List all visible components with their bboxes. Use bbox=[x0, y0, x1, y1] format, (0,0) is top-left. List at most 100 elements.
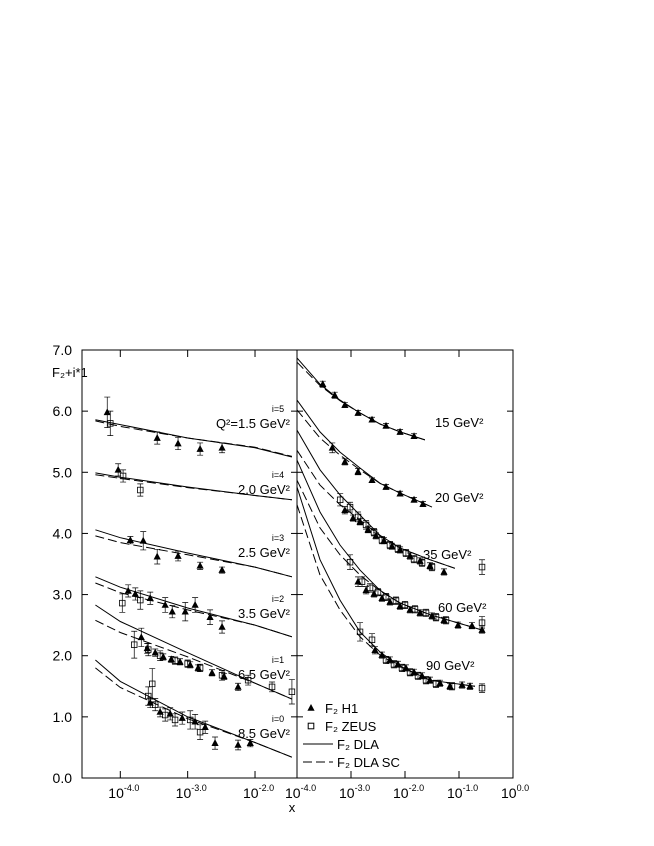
error-bar bbox=[479, 616, 486, 630]
zeus-point bbox=[354, 513, 362, 521]
zeus-point bbox=[149, 680, 156, 688]
x-tick-exponent: -4.0 bbox=[124, 783, 140, 793]
zeus-point bbox=[145, 692, 152, 700]
h1-point bbox=[406, 552, 414, 559]
dla-sc-curve bbox=[296, 361, 483, 687]
curve-index-label: i=4 bbox=[272, 470, 284, 480]
error-bar bbox=[131, 630, 138, 659]
h1-point bbox=[153, 434, 161, 441]
zeus-point bbox=[186, 716, 194, 724]
zeus-point bbox=[131, 641, 138, 648]
x-tick-exponent: -3.0 bbox=[191, 783, 207, 793]
h1-point bbox=[153, 552, 161, 560]
h1-point bbox=[167, 655, 175, 663]
y-tick-label: 0.0 bbox=[53, 770, 73, 786]
h1-point bbox=[168, 607, 176, 615]
y-tick-label: 7.0 bbox=[53, 342, 73, 358]
h1-point bbox=[349, 514, 357, 521]
legend-marker bbox=[307, 722, 315, 730]
plot-frame bbox=[81, 349, 298, 779]
zeus-point bbox=[478, 563, 486, 571]
h1-point bbox=[206, 613, 214, 620]
zeus-point bbox=[119, 599, 126, 607]
h1-point bbox=[341, 506, 349, 513]
h1-point bbox=[436, 679, 444, 687]
legend-marker bbox=[307, 704, 315, 711]
y-tick-label: 6.0 bbox=[53, 403, 73, 419]
x-tick-base: 10 bbox=[393, 785, 409, 801]
h1-point bbox=[378, 594, 386, 602]
h1-point bbox=[368, 476, 376, 484]
error-bar bbox=[197, 724, 204, 740]
zeus-point bbox=[156, 652, 164, 659]
curve-label: 20 GeV² bbox=[435, 490, 484, 505]
h1-point bbox=[234, 682, 242, 690]
y-axis-label: F₂+i*1 bbox=[52, 365, 88, 380]
h1-point bbox=[146, 594, 154, 602]
x-tick-exponent: 0.0 bbox=[517, 783, 530, 793]
curve-index-label: i=5 bbox=[272, 404, 284, 414]
h1-point bbox=[426, 676, 434, 683]
x-tick-exponent: -4.0 bbox=[301, 783, 317, 793]
h1-point bbox=[234, 740, 242, 748]
zeus-point bbox=[401, 601, 409, 609]
curve-label: 6.5 GeV² bbox=[238, 667, 291, 682]
zeus-point bbox=[418, 559, 426, 566]
curve-label: 35 GeV² bbox=[423, 547, 472, 562]
x-tick-label: 100.0 bbox=[501, 783, 529, 801]
h1-point bbox=[331, 391, 339, 399]
zeus-point bbox=[410, 555, 418, 563]
error-bar bbox=[137, 590, 144, 610]
zeus-point bbox=[171, 716, 179, 724]
h1-point bbox=[218, 622, 226, 630]
zeus-point bbox=[288, 688, 296, 695]
x-tick-base: 10 bbox=[243, 785, 259, 801]
x-tick-exponent: -2.0 bbox=[409, 783, 425, 793]
x-tick-base: 10 bbox=[108, 785, 124, 801]
h1-point bbox=[354, 467, 362, 475]
error-bar bbox=[119, 593, 126, 613]
h1-point bbox=[416, 608, 424, 616]
zeus-point bbox=[137, 596, 144, 604]
curve-label: 60 GeV² bbox=[438, 600, 487, 615]
error-bar bbox=[107, 410, 114, 436]
h1-point bbox=[218, 443, 226, 451]
curve-index-label: i=3 bbox=[272, 533, 284, 543]
zeus-point bbox=[171, 657, 179, 664]
h1-point bbox=[371, 646, 379, 654]
curve-label: 3.5 GeV² bbox=[238, 606, 291, 621]
zeus-point bbox=[478, 684, 486, 692]
curve-label: 15 GeV² bbox=[435, 415, 484, 430]
x-tick-base: 10 bbox=[447, 785, 463, 801]
h1-point bbox=[362, 586, 370, 594]
curve-index-label: i=1 bbox=[272, 655, 284, 665]
h1-point bbox=[328, 443, 336, 451]
h1-point bbox=[440, 567, 448, 575]
x-tick-base: 10 bbox=[176, 785, 192, 801]
curve-label: 90 GeV² bbox=[426, 658, 475, 673]
error-bar bbox=[149, 668, 156, 700]
x-tick-label: 10-2.0 bbox=[243, 783, 274, 801]
zeus-point bbox=[366, 584, 374, 592]
error-bar bbox=[288, 679, 295, 705]
zeus-point bbox=[145, 646, 152, 653]
h1-point bbox=[341, 457, 349, 465]
zeus-point bbox=[137, 486, 144, 494]
x-tick-exponent: -1.0 bbox=[463, 783, 479, 793]
curve-label: Q²=1.5 GeV² bbox=[216, 416, 291, 431]
legend-label: F₂ H1 bbox=[325, 701, 358, 716]
curve-label: 2.5 GeV² bbox=[238, 545, 291, 560]
h1-point bbox=[124, 586, 132, 594]
h1-point bbox=[178, 714, 186, 721]
x-tick-base: 10 bbox=[339, 785, 355, 801]
zeus-point bbox=[268, 683, 276, 691]
h1-point bbox=[139, 536, 147, 544]
h1-point bbox=[174, 439, 182, 447]
zeus-point bbox=[362, 521, 370, 529]
y-tick-label: 3.0 bbox=[53, 587, 73, 603]
zeus-point bbox=[358, 578, 366, 585]
zeus-point bbox=[368, 636, 376, 644]
error-bar bbox=[157, 650, 164, 661]
zeus-point bbox=[478, 619, 486, 626]
